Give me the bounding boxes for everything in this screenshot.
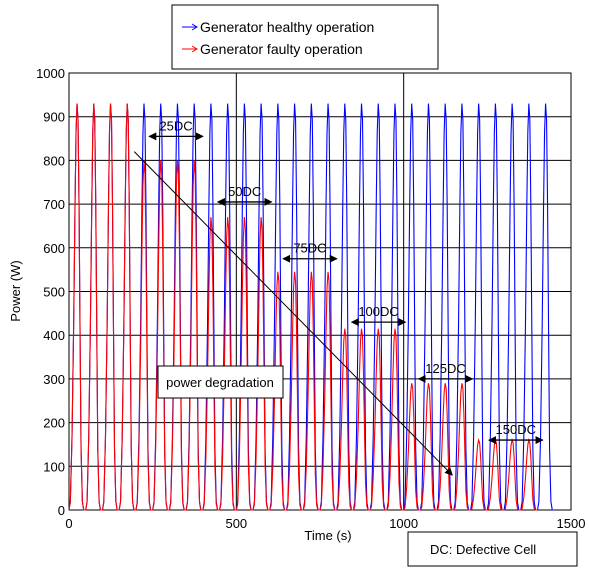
x-tick-label: 500 <box>225 516 247 531</box>
y-tick-label: 100 <box>43 459 65 474</box>
faulty-operation-line <box>68 103 538 511</box>
note-box: DC: Defective Cell <box>407 531 578 567</box>
degradation-arrow <box>133 151 453 476</box>
x-tick-label: 1500 <box>557 516 586 531</box>
interval-label: 150DC <box>496 422 536 437</box>
x-axis-label: Time (s) <box>304 528 351 543</box>
y-axis-label: Power (W) <box>8 260 23 321</box>
note-box-frame <box>407 531 578 567</box>
annotations: 25DC 50DC 75DC 100DC 125DC 150DC power degrada… <box>133 118 544 476</box>
y-tick-label: 200 <box>43 416 65 431</box>
degradation-label: power degradation <box>166 375 274 390</box>
interval-label: 125DC <box>425 361 465 376</box>
degradation-label-box <box>157 365 284 399</box>
note-box-text: DC: Defective Cell <box>430 542 536 557</box>
y-tick-label: 400 <box>43 328 65 343</box>
interval-label: 100DC <box>358 304 398 319</box>
y-tick-label: 900 <box>43 110 65 125</box>
legend-faulty-label: Generator faulty operation <box>200 41 363 57</box>
y-tick-label: 700 <box>43 197 65 212</box>
legend-faulty-arrowhead <box>191 45 198 53</box>
y-tick-label: 600 <box>43 241 65 256</box>
x-tick-labels: 0 500 1000 1500 <box>65 516 585 531</box>
x-tick-label: 0 <box>65 516 72 531</box>
y-tick-labels: 0 100 200 300 400 500 600 700 800 900 1000 <box>36 66 65 518</box>
y-tick-label: 500 <box>43 285 65 300</box>
series-layer <box>68 103 555 511</box>
legend-healthy-arrowhead <box>191 23 198 31</box>
y-tick-label: 0 <box>58 503 65 518</box>
legend-healthy-label: Generator healthy operation <box>200 19 374 35</box>
interval-label: 75DC <box>293 241 326 256</box>
interval-label: 50DC <box>228 184 261 199</box>
y-tick-label: 1000 <box>36 66 65 81</box>
x-tick-label: 1000 <box>389 516 418 531</box>
grid <box>69 73 571 510</box>
legend-box <box>171 4 439 70</box>
y-tick-label: 300 <box>43 372 65 387</box>
legend: Generator healthy operation Generator fa… <box>171 4 439 70</box>
interval-label: 25DC <box>159 118 192 133</box>
y-tick-label: 800 <box>43 153 65 168</box>
